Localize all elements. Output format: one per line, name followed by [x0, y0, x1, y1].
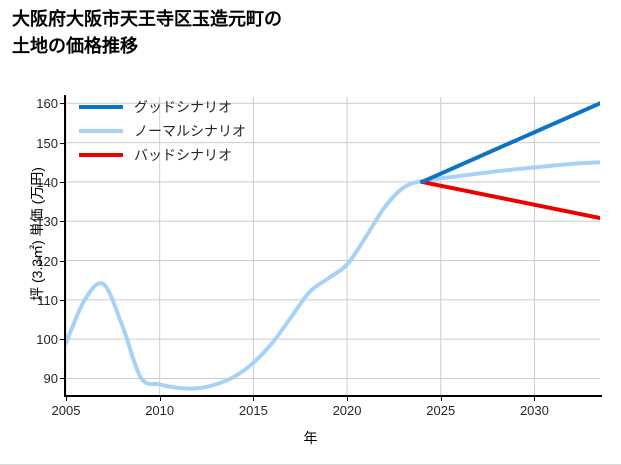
x-tick-label: 2025: [426, 403, 456, 418]
legend-swatch-normal: [79, 129, 123, 133]
y-tick-label: 150: [36, 135, 58, 151]
chart-legend: グッドシナリオ ノーマルシナリオ バッドシナリオ: [71, 91, 254, 172]
y-tick-mark: [60, 221, 64, 223]
y-axis-label: 坪 (3.3㎡) 単価 (万円): [29, 167, 45, 301]
series-line-normal: [66, 160, 600, 391]
y-tick-mark: [60, 378, 64, 380]
x-tick-mark: [66, 397, 67, 401]
plot-svg: [66, 97, 600, 395]
y-tick-mark: [60, 299, 64, 301]
legend-item-normal[interactable]: ノーマルシナリオ: [79, 119, 246, 143]
plot-area: [66, 97, 600, 395]
x-axis-label: 年: [303, 430, 318, 446]
x-tick-label: 2010: [145, 403, 175, 418]
gridlines: [66, 97, 600, 395]
y-axis-spine: [64, 95, 66, 397]
legend-label: グッドシナリオ: [134, 99, 232, 115]
series-lines: [66, 101, 600, 391]
legend-swatch-good: [79, 105, 123, 109]
legend-item-bad[interactable]: バッドシナリオ: [79, 143, 246, 167]
y-tick-label: 100: [36, 332, 58, 348]
y-tick-label: 130: [36, 214, 58, 230]
y-tick-mark: [60, 142, 64, 144]
page-title: 大阪府大阪市天王寺区玉造元町の 土地の価格推移: [12, 9, 282, 56]
x-tick-mark: [347, 397, 349, 401]
x-tick-label: 2005: [51, 403, 81, 418]
series-line-bad: [420, 179, 600, 221]
y-tick-mark: [60, 260, 64, 262]
x-tick-mark: [534, 397, 536, 401]
x-tick-mark: [253, 397, 255, 401]
x-tick-label: 2030: [519, 403, 549, 418]
x-tick-mark: [440, 397, 442, 401]
x-tick-label: 2020: [332, 403, 362, 418]
legend-swatch-bad: [79, 153, 123, 157]
y-tick-label: 140: [36, 174, 58, 190]
y-tick-mark: [60, 339, 64, 341]
x-tick-label: 2015: [238, 403, 268, 418]
y-tick-label: 120: [36, 253, 58, 269]
y-tick-label: 90: [43, 371, 58, 387]
y-tick-mark: [60, 103, 64, 105]
x-tick-mark: [159, 397, 161, 401]
series-line-good: [420, 101, 600, 184]
x-axis-spine: [64, 395, 602, 397]
legend-label: ノーマルシナリオ: [134, 123, 246, 139]
y-tick-label: 110: [37, 292, 58, 308]
y-tick-label: 160: [36, 96, 58, 112]
y-tick-mark: [60, 181, 64, 183]
legend-item-good[interactable]: グッドシナリオ: [79, 95, 246, 119]
legend-label: バッドシナリオ: [134, 147, 232, 163]
